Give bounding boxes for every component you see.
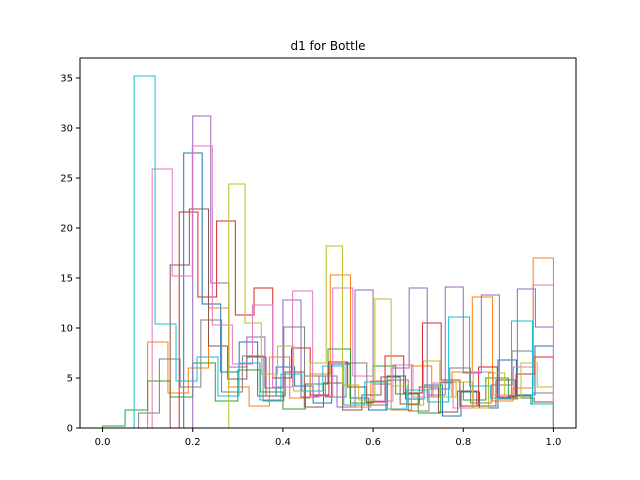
y-tick-label: 5: [67, 374, 73, 385]
histogram-series-7: [151, 145, 554, 428]
x-tick-label: 0.2: [185, 437, 201, 448]
y-tick-label: 25: [60, 174, 73, 185]
histogram-series-8: [138, 319, 554, 428]
histogram-series-10: [133, 75, 554, 428]
x-tick-label: 0.8: [455, 437, 471, 448]
y-tick-label: 15: [60, 274, 73, 285]
y-tick-label: 35: [60, 74, 73, 85]
chart-title: d1 for Bottle: [290, 39, 365, 53]
x-tick-label: 1.0: [546, 437, 562, 448]
x-tick-label: 0.6: [365, 437, 381, 448]
x-tick-label: 0.0: [95, 437, 111, 448]
x-axis: 0.0 0.2 0.4 0.6 0.8 1.0: [95, 428, 562, 448]
y-tick-label: 10: [60, 324, 73, 335]
histogram-series-9: [228, 183, 554, 428]
y-tick-label: 0: [67, 424, 73, 435]
y-axis: 0 5 10 15 20 25 30 35: [60, 74, 80, 435]
series-layer: [102, 75, 554, 428]
histogram-series-1: [183, 152, 554, 428]
x-tick-label: 0.4: [275, 437, 291, 448]
axes-frame: [79, 57, 577, 429]
histogram-series-5: [192, 115, 554, 428]
y-tick-label: 30: [60, 124, 73, 135]
histogram-series-6: [169, 208, 554, 428]
y-tick-label: 20: [60, 224, 73, 235]
